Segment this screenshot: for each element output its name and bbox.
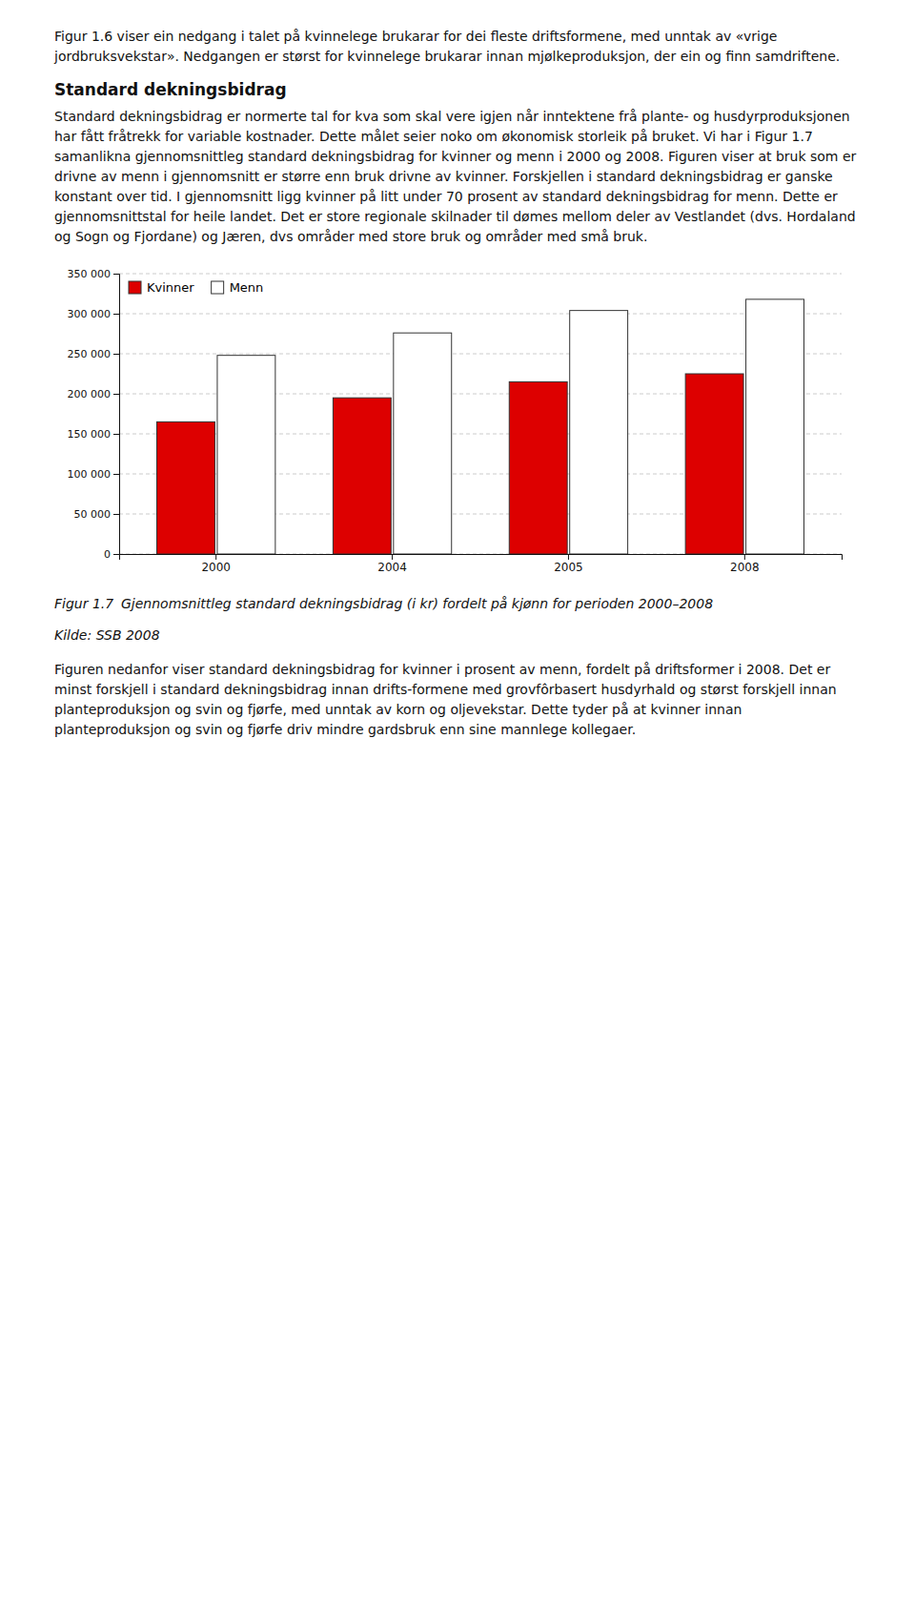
figure-label: Figur 1.7 [54,593,122,614]
y-tick-mark [113,553,120,555]
chart-container: 0 50 000 100 000 150 000 200 000 250 000 300 0… [54,260,861,589]
y-tick: 350 000 [67,267,121,281]
y-tick-label: 100 000 [67,467,112,481]
page: Figur 1.6 viser ein nedgang i talet på k… [0,0,915,773]
y-tick-mark [113,273,120,275]
y-axis-line [113,274,121,555]
grid-line [119,353,842,355]
y-tick-mark [113,353,120,355]
intro-text: Figur 1.6 viser ein nedgang i talet på k… [54,26,861,67]
bar [685,373,744,554]
bars [157,299,805,554]
bar [217,355,276,554]
grid [119,273,842,554]
y-tick: 50 000 [74,508,121,521]
body-text: Standard dekningsbidrag er normerte tal … [54,106,861,247]
caption: Figur 1.7Gjennomsnittleg standard deknin… [54,593,861,614]
y-tick: 250 000 [67,347,121,361]
y-tick-label: 0 [103,548,111,561]
y-tick-label: 50 000 [74,508,112,521]
x-tick-mark [215,553,217,560]
grid-line [119,313,842,315]
legend-item: Menn [211,280,265,295]
bar [508,381,568,554]
x-tick-label: 2004 [377,560,407,574]
plot: 0 50 000 100 000 150 000 200 000 250 000 300 0… [67,267,843,574]
x-tick: 2000 [201,553,231,574]
legend-item: Kvinner [128,280,195,295]
y-tick-mark [113,313,120,315]
legend-label: Menn [229,280,265,295]
y-tick-mark [113,473,120,475]
bottom-text: Figuren nedanfor viser standard deknings… [54,659,861,740]
y-tick: 150 000 [67,427,121,441]
bar [393,332,452,554]
x-tick: 2008 [730,553,760,574]
y-tick-mark [113,433,120,435]
chart: 0 50 000 100 000 150 000 200 000 250 000 300 0… [54,260,861,585]
x-tick-mark [391,553,393,560]
x-tick-mark [744,553,746,560]
y-tick-label: 350 000 [67,267,112,281]
x-tick: 2005 [553,553,584,574]
y-tick-mark [113,393,120,395]
x-tick-label: 2000 [201,560,231,574]
x-axis: 2000 2004 2005 2008 [120,553,843,574]
y-axis: 0 50 000 100 000 150 000 200 000 250 000 300 0… [67,267,121,561]
y-tick-label: 150 000 [67,427,112,441]
x-axis-line [120,554,843,561]
legend-swatch [128,281,142,294]
heading: Standard dekningsbidrag [54,80,861,100]
y-tick: 100 000 [67,467,121,481]
x-tick-label: 2005 [553,560,584,574]
source-text: Kilde: SSB 2008 [54,627,861,643]
y-tick-label: 200 000 [67,387,112,401]
x-tick: 2004 [377,553,407,574]
y-tick: 300 000 [67,307,121,321]
chart-title: Gjennomsnittleg standard dekningsbidrag … [121,593,861,614]
y-tick-label: 250 000 [67,347,112,361]
bar [746,299,805,554]
legend: Kvinner Menn [128,280,264,295]
y-tick-mark [113,513,120,515]
x-tick-label: 2008 [730,560,760,574]
x-tick-mark [568,553,570,560]
legend-swatch [211,281,224,294]
y-tick: 200 000 [67,387,121,401]
y-tick-label: 300 000 [67,307,112,321]
legend-label: Kvinner [146,280,195,295]
bar [157,421,216,554]
bar-series [217,299,805,554]
grid-line [119,273,842,275]
bar [569,310,629,554]
bar [332,397,391,554]
y-tick: 0 [103,548,120,561]
